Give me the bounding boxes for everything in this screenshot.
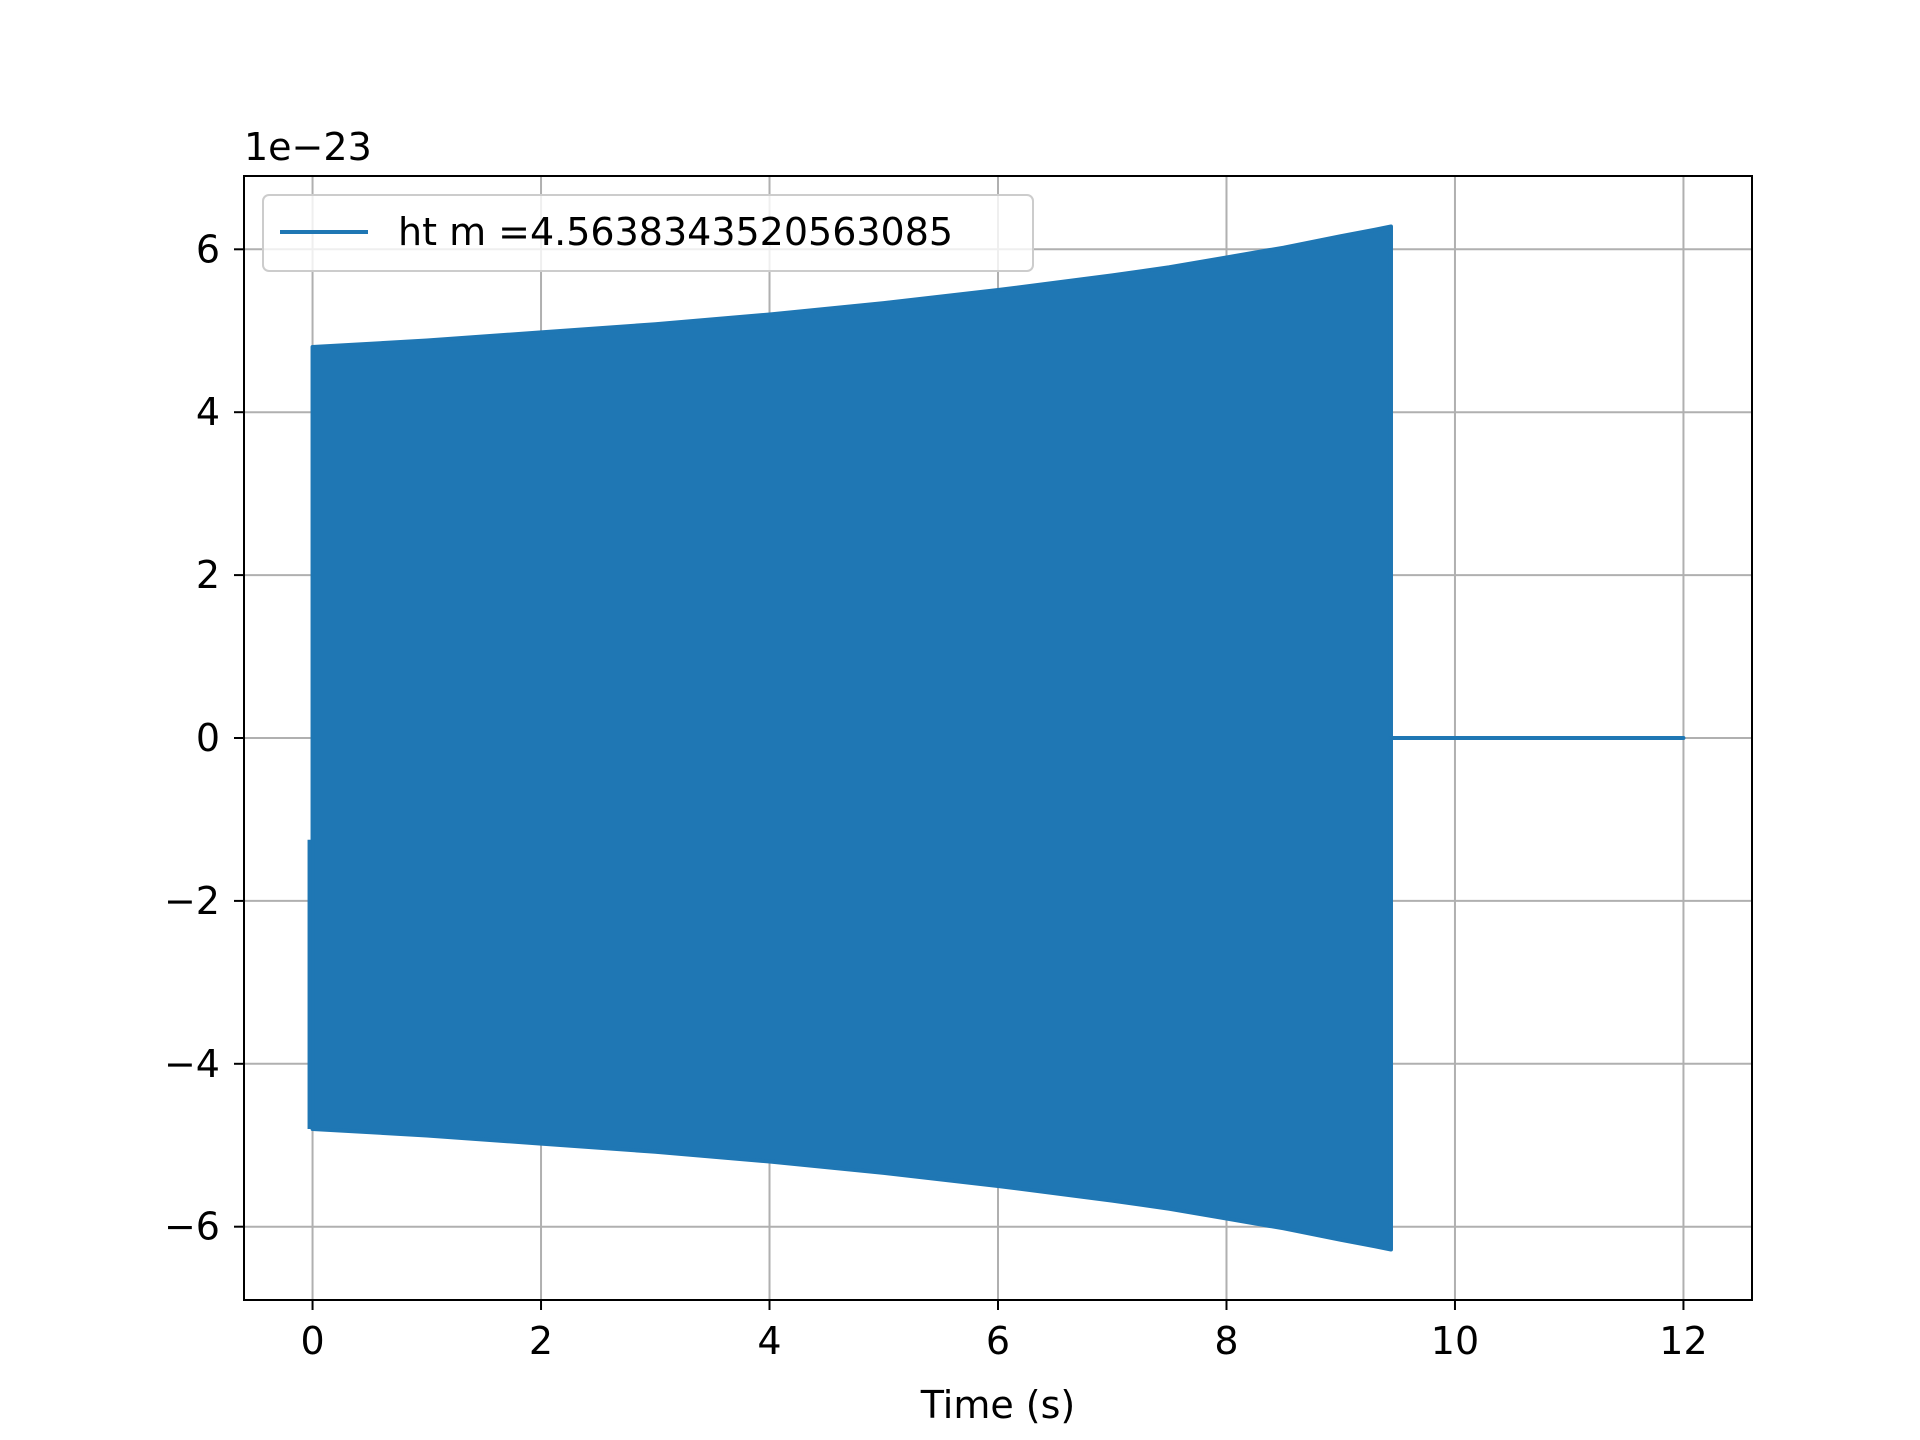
signal-envelope xyxy=(310,224,1393,1252)
x-tick-label: 6 xyxy=(986,1319,1010,1363)
y-tick-label: −4 xyxy=(164,1042,220,1086)
x-tick-label: 4 xyxy=(757,1319,781,1363)
x-tick-label: 12 xyxy=(1659,1319,1707,1363)
x-tick-label: 10 xyxy=(1431,1319,1479,1363)
x-tick-label: 0 xyxy=(300,1319,324,1363)
plot-data xyxy=(307,224,1686,1252)
y-tick-label: 0 xyxy=(196,716,220,760)
x-axis-label: Time (s) xyxy=(920,1383,1076,1427)
y-tick-label: −6 xyxy=(164,1205,220,1249)
y-tick-label: −2 xyxy=(164,879,220,923)
legend-label: ht m =4.5638343520563085 xyxy=(398,210,953,254)
x-tick-label: 8 xyxy=(1214,1319,1238,1363)
y-tick-label: 4 xyxy=(196,390,220,434)
y-offset-label: 1e−23 xyxy=(244,125,372,169)
legend: ht m =4.5638343520563085 xyxy=(262,194,1034,272)
axis-ticks: 0 2 4 6 8 10 12 −6 −4 −2 0 2 4 6 xyxy=(164,227,1708,1363)
y-tick-label: 2 xyxy=(196,553,220,597)
legend-box xyxy=(262,194,1034,272)
x-tick-label: 2 xyxy=(529,1319,553,1363)
y-tick-label: 6 xyxy=(196,227,220,271)
